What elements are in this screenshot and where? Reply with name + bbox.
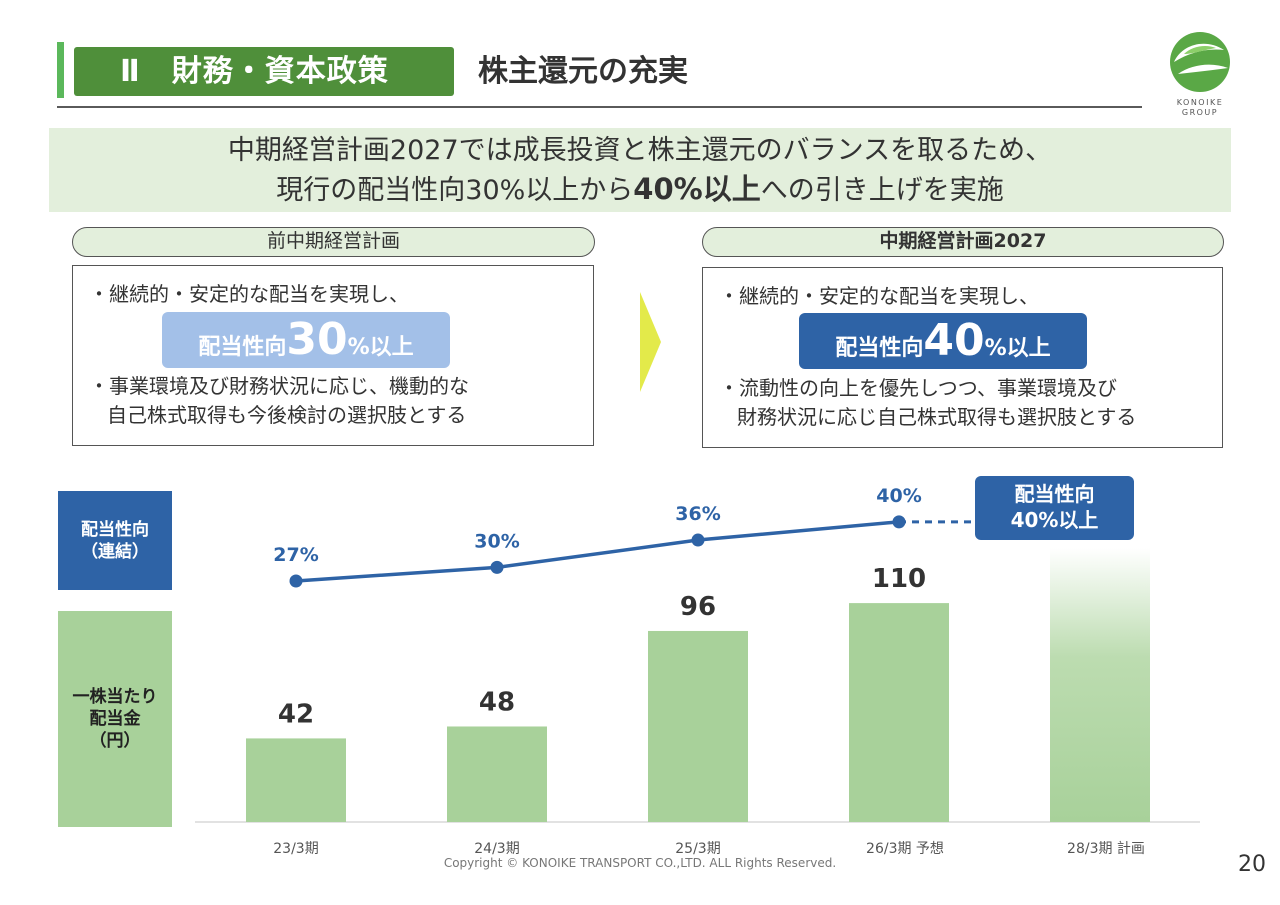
current-plan-bullet1: ・継続的・安定的な配当を実現し、 — [719, 284, 1039, 308]
dps-bar — [849, 603, 949, 822]
page-title: 株主還元の充実 — [478, 54, 688, 89]
payout-ratio-label-line2: （連結） — [81, 541, 149, 562]
banner-line2-pre: 現行の配当性向30%以上から — [276, 175, 634, 206]
payout-ratio-point — [892, 515, 906, 529]
payout-ratio-label: 40% — [876, 485, 921, 507]
dps-bar-label: 48 — [479, 687, 515, 717]
dps-bar-label: 110 — [872, 564, 926, 594]
summary-banner: 中期経営計画2027では成長投資と株主還元のバランスを取るため、 現行の配当性向… — [49, 128, 1231, 212]
current-payout-suffix: %以上 — [984, 336, 1051, 361]
arrow-right-icon — [640, 292, 661, 392]
payout-ratio-label: 配当性向 （連結） — [58, 491, 172, 590]
previous-payout-badge: 配当性向30%以上 — [162, 312, 450, 368]
logo-text: KONOIKE GROUP — [1160, 98, 1240, 118]
previous-payout-number: 30 — [286, 314, 348, 365]
copyright: Copyright © KONOIKE TRANSPORT CO.,LTD. A… — [443, 856, 837, 870]
konoike-logo — [1170, 32, 1230, 92]
dps-bar — [447, 726, 547, 822]
dps-label-line1: 一株当たり — [72, 687, 158, 707]
current-plan-box: ・継続的・安定的な配当を実現し、 配当性向40%以上 ・流動性の向上を優先しつつ… — [702, 267, 1223, 448]
previous-plan-box: ・継続的・安定的な配当を実現し、 配当性向30%以上 ・事業環境及び財務状況に応… — [72, 265, 594, 446]
banner-line2: 現行の配当性向30%以上から40%以上への引き上げを実施 — [49, 170, 1231, 210]
dps-label-line2: 配当金 — [89, 709, 141, 729]
header-divider — [57, 106, 1142, 108]
payout-ratio-label: 30% — [474, 530, 519, 552]
dps-bar — [648, 630, 748, 822]
payout-ratio-line — [295, 520, 900, 583]
banner-line2-post: への引き上げを実施 — [760, 175, 1004, 206]
x-tick-label: 26/3期 予想 — [866, 841, 944, 857]
dps-label-line3: （円） — [89, 731, 141, 751]
current-payout-number: 40 — [923, 315, 985, 366]
previous-payout-prefix: 配当性向 — [198, 335, 287, 360]
section-tag: Ⅱ 財務・資本政策 — [74, 47, 454, 96]
previous-payout-suffix: %以上 — [347, 335, 414, 360]
bar-28-3-plan — [1050, 548, 1150, 822]
previous-plan-bullet1: ・継続的・安定的な配当を実現し、 — [89, 282, 409, 306]
x-tick-label: 25/3期 — [675, 841, 720, 857]
previous-plan-bullet2-line1: ・事業環境及び財務状況に応じ、機動的な — [89, 374, 469, 398]
current-payout-prefix: 配当性向 — [835, 336, 924, 361]
previous-plan-title: 前中期経営計画 — [72, 227, 595, 257]
banner-line1: 中期経営計画2027では成長投資と株主還元のバランスを取るため、 — [227, 135, 1053, 166]
payout-ratio-label: 36% — [675, 503, 720, 525]
x-tick-label: 28/3期 計画 — [1067, 841, 1145, 857]
banner-line2-bold: 40%以上 — [633, 172, 761, 206]
payout-ratio-point — [289, 574, 303, 588]
logo-text-line2: GROUP — [1181, 108, 1219, 117]
payout-ratio-label: 27% — [273, 544, 318, 566]
payout-target-line2: 40%以上 — [1010, 508, 1099, 532]
current-plan-title: 中期経営計画2027 — [702, 227, 1224, 257]
payout-ratio-point — [490, 560, 504, 574]
current-plan-bullet2-line2: 財務状況に応じ自己株式取得も選択肢とする — [737, 405, 1137, 429]
dps-bar — [246, 738, 346, 822]
dps-bar-label: 96 — [680, 592, 716, 622]
page-number: 20 — [1238, 852, 1266, 877]
payout-target-line1: 配当性向 — [1014, 482, 1095, 506]
x-tick-label: 24/3期 — [474, 841, 519, 857]
payout-ratio-point — [691, 533, 705, 547]
payout-ratio-label-line1: 配当性向 — [81, 519, 149, 540]
accent-bar — [57, 42, 64, 98]
previous-plan-bullet2-line2: 自己株式取得も今後検討の選択肢とする — [107, 403, 467, 427]
dps-bar-label: 42 — [278, 699, 314, 729]
dps-label: 一株当たり 配当金 （円） — [58, 611, 172, 827]
logo-text-line1: KONOIKE — [1176, 98, 1224, 107]
x-tick-label: 23/3期 — [273, 841, 318, 857]
current-payout-badge: 配当性向40%以上 — [799, 313, 1087, 369]
payout-target-badge: 配当性向 40%以上 — [975, 476, 1134, 540]
current-plan-bullet2-line1: ・流動性の向上を優先しつつ、事業環境及び — [719, 376, 1117, 400]
